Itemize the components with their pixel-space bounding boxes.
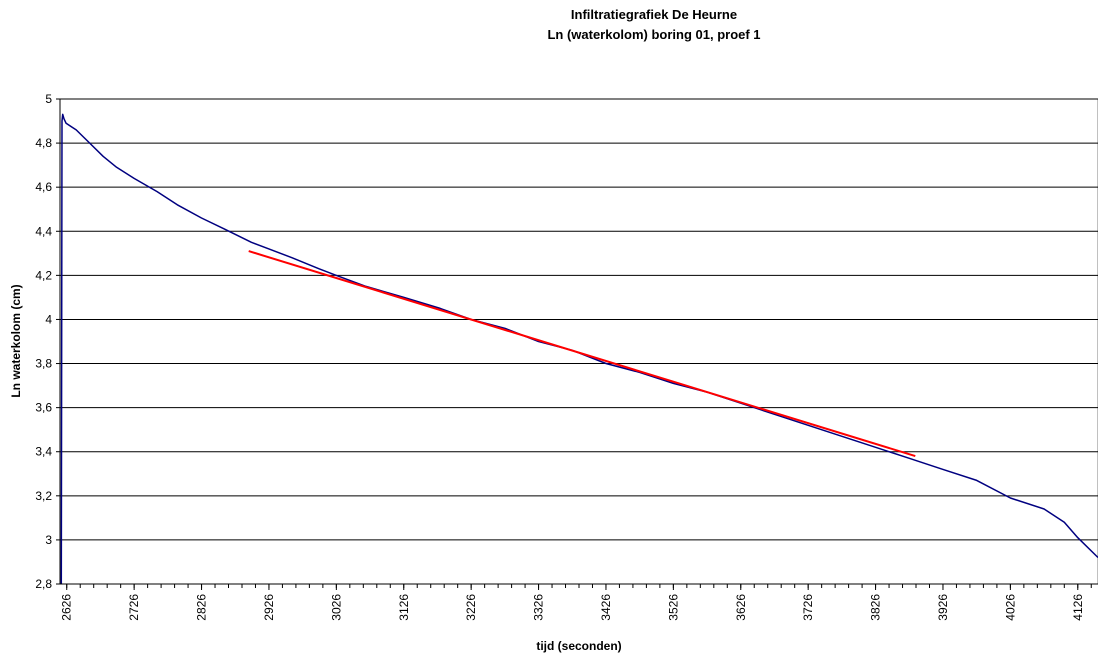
series-line-measured bbox=[60, 113, 1098, 585]
x-tick-label: 3026 bbox=[329, 594, 343, 621]
y-tick-label: 4,4 bbox=[35, 224, 52, 238]
x-tick-label: 4026 bbox=[1003, 594, 1017, 621]
chart-subtitle: Ln (waterkolom) boring 01, proef 1 bbox=[547, 27, 761, 42]
x-tick-label: 3226 bbox=[464, 594, 478, 621]
x-tick-label: 3426 bbox=[599, 594, 613, 621]
y-tick-label: 3,4 bbox=[35, 445, 52, 459]
y-tick-label: 4,8 bbox=[35, 136, 52, 150]
x-tick-label: 3526 bbox=[666, 594, 680, 621]
x-tick-label: 3626 bbox=[734, 594, 748, 621]
gridlines bbox=[60, 98, 1098, 541]
y-tick-label: 2,8 bbox=[35, 577, 52, 591]
x-tick-label: 3326 bbox=[532, 594, 546, 621]
x-axis-title: tijd (seconden) bbox=[536, 639, 621, 653]
x-axis-ticks: 2626 2726 2826 2926 3026 3126 3226 3326 3426 3526… bbox=[60, 584, 1092, 621]
y-tick-label: 3,8 bbox=[35, 357, 52, 371]
x-tick-label: 3826 bbox=[869, 594, 883, 621]
y-tick-label: 4,2 bbox=[35, 268, 52, 282]
x-tick-label: 2626 bbox=[60, 594, 74, 621]
plot-area bbox=[59, 98, 1098, 585]
y-tick-label: 5 bbox=[45, 92, 52, 106]
x-tick-label: 2726 bbox=[127, 594, 141, 621]
chart-title: Infiltratiegrafiek De Heurne bbox=[570, 7, 738, 22]
x-tick-label: 3726 bbox=[801, 594, 815, 621]
x-tick-label: 4126 bbox=[1071, 594, 1085, 621]
series-line-trend bbox=[248, 250, 916, 458]
x-tick-label: 3926 bbox=[936, 594, 950, 621]
y-axis-title: Ln waterkolom (cm) bbox=[9, 284, 23, 397]
x-tick-label: 3126 bbox=[397, 594, 411, 621]
y-tick-label: 3,2 bbox=[35, 489, 52, 503]
y-tick-label: 3 bbox=[45, 533, 52, 547]
x-tick-label: 2826 bbox=[195, 594, 209, 621]
x-tick-label: 2926 bbox=[262, 594, 276, 621]
y-tick-label: 4 bbox=[45, 312, 52, 326]
y-axis-ticks: 2,8 3 3,2 3,4 3,6 3,8 4 4,2 4,4 4,6 4,8 5 bbox=[35, 92, 60, 591]
y-tick-label: 4,6 bbox=[35, 180, 52, 194]
series-group bbox=[60, 113, 1098, 585]
y-tick-label: 3,6 bbox=[35, 401, 52, 415]
